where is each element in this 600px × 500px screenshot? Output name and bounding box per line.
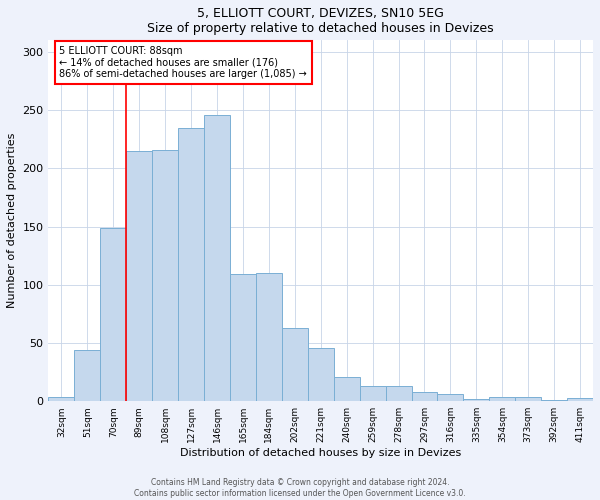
Bar <box>515 396 541 402</box>
X-axis label: Distribution of detached houses by size in Devizes: Distribution of detached houses by size … <box>180 448 461 458</box>
Bar <box>308 348 334 402</box>
Bar <box>490 396 515 402</box>
Bar <box>178 128 204 402</box>
Bar <box>541 400 567 402</box>
Bar <box>359 386 386 402</box>
Bar <box>567 398 593 402</box>
Bar <box>256 273 282 402</box>
Bar <box>334 377 359 402</box>
Bar <box>100 228 126 402</box>
Bar <box>412 392 437 402</box>
Y-axis label: Number of detached properties: Number of detached properties <box>7 133 17 308</box>
Bar <box>152 150 178 402</box>
Bar <box>49 396 74 402</box>
Bar <box>204 115 230 402</box>
Bar <box>230 274 256 402</box>
Bar <box>463 399 490 402</box>
Bar <box>126 151 152 402</box>
Bar <box>282 328 308 402</box>
Title: 5, ELLIOTT COURT, DEVIZES, SN10 5EG
Size of property relative to detached houses: 5, ELLIOTT COURT, DEVIZES, SN10 5EG Size… <box>148 7 494 35</box>
Bar <box>74 350 100 402</box>
Text: 5 ELLIOTT COURT: 88sqm
← 14% of detached houses are smaller (176)
86% of semi-de: 5 ELLIOTT COURT: 88sqm ← 14% of detached… <box>59 46 307 79</box>
Bar <box>386 386 412 402</box>
Text: Contains HM Land Registry data © Crown copyright and database right 2024.
Contai: Contains HM Land Registry data © Crown c… <box>134 478 466 498</box>
Bar <box>437 394 463 402</box>
